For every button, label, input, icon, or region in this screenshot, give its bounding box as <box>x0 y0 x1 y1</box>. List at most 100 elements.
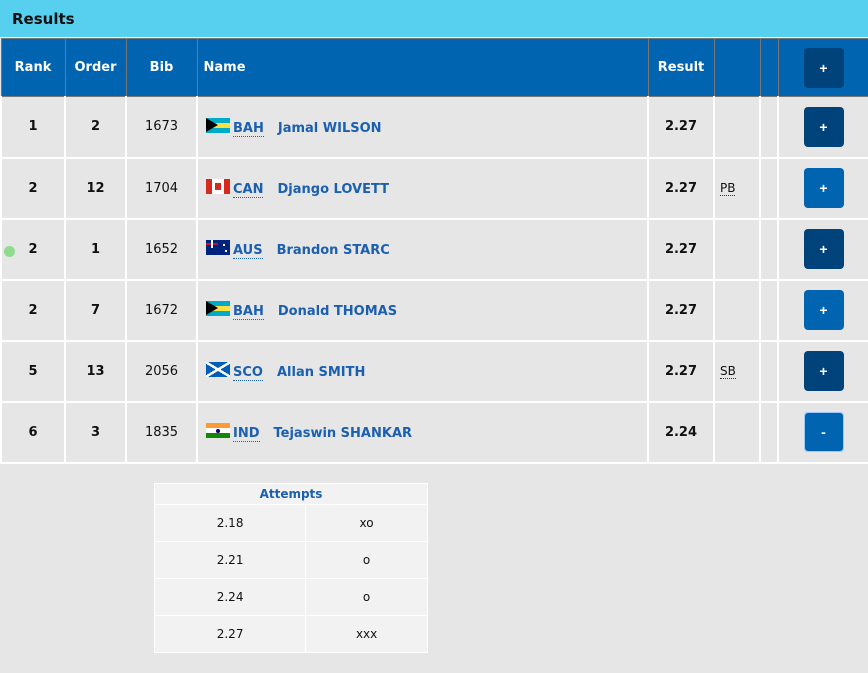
mark-cell <box>713 279 761 342</box>
athlete-name[interactable]: Donald THOMAS <box>277 304 398 319</box>
attempts-table: Attempts 2.18 xo 2.21 o 2.24 o 2.27 xxx <box>153 483 428 653</box>
attempt-height: 2.18 <box>153 504 307 542</box>
results-title: Results <box>0 0 868 38</box>
rank-cell: 2 <box>0 157 66 220</box>
attempt-height: 2.21 <box>153 541 307 579</box>
attempt-height: 2.24 <box>153 578 307 616</box>
header-expand-cell: + <box>777 38 868 97</box>
rank-cell: 1 <box>0 96 66 159</box>
attempt-result: xxx <box>305 615 428 653</box>
expand-all-button[interactable]: + <box>803 47 844 88</box>
record-mark: PB <box>720 180 736 196</box>
bib-cell: 1704 <box>125 157 198 220</box>
order-cell: 7 <box>64 279 127 342</box>
blank-cell <box>759 218 779 281</box>
athlete-name[interactable]: Tejaswin SHANKAR <box>273 426 413 441</box>
mark-cell <box>713 218 761 281</box>
expand-cell: + <box>777 279 868 342</box>
mark-cell <box>713 401 761 464</box>
rank-cell: 2 <box>0 218 66 281</box>
blank-cell <box>759 279 779 342</box>
result-cell: 2.27 <box>647 96 715 159</box>
results-table: Rank Order Bib Name Result + 1 2 1673 BA… <box>0 38 868 464</box>
blank-cell <box>759 340 779 403</box>
expand-button[interactable]: + <box>803 168 844 208</box>
athlete-name[interactable]: Jamal WILSON <box>277 120 382 136</box>
header-name: Name <box>196 38 649 97</box>
athlete-name[interactable]: Allan SMITH <box>276 365 366 380</box>
table-row: 2 12 1704 CAN Django LOVETT 2.27 PB + <box>0 157 868 220</box>
collapse-button[interactable]: - <box>803 412 844 452</box>
mark-cell: PB <box>713 157 761 220</box>
attempts-title: Attempts <box>154 483 428 505</box>
athlete-name[interactable]: Brandon STARC <box>276 243 390 258</box>
order-cell: 3 <box>64 401 127 464</box>
blank-cell <box>759 157 779 220</box>
rank-cell: 5 <box>0 340 66 403</box>
attempt-result: o <box>305 578 428 616</box>
bib-cell: 1652 <box>125 218 198 281</box>
flag-ind-icon <box>206 423 230 438</box>
flag-can-icon <box>206 179 230 194</box>
result-cell: 2.24 <box>647 401 715 464</box>
result-cell: 2.27 <box>647 340 715 403</box>
country-code[interactable]: CAN <box>233 182 264 198</box>
name-cell: IND Tejaswin SHANKAR <box>196 401 649 464</box>
bib-cell: 2056 <box>125 340 198 403</box>
mark-cell: SB <box>713 340 761 403</box>
blank-cell <box>759 401 779 464</box>
rank-cell: 6 <box>0 401 66 464</box>
order-cell: 13 <box>64 340 127 403</box>
country-code[interactable]: SCO <box>233 365 263 381</box>
attempt-row: 2.27 xxx <box>153 615 428 653</box>
header-row: Rank Order Bib Name Result + <box>0 38 868 97</box>
expand-button[interactable]: + <box>803 351 844 391</box>
mark-cell <box>713 96 761 159</box>
attempt-result: xo <box>305 504 428 542</box>
header-result: Result <box>647 38 715 97</box>
name-cell: CAN Django LOVETT <box>196 157 649 220</box>
table-row: 1 2 1673 BAH Jamal WILSON 2.27 + <box>0 96 868 159</box>
country-code[interactable]: BAH <box>233 120 264 137</box>
expand-button[interactable]: + <box>803 290 844 330</box>
table-row: 6 3 1835 IND Tejaswin SHANKAR 2.24 - <box>0 401 868 464</box>
order-cell: 12 <box>64 157 127 220</box>
country-code[interactable]: AUS <box>233 243 263 259</box>
rank-cell: 2 <box>0 279 66 342</box>
table-row: 2 1 1652 AUS Brandon STARC 2.27 + <box>0 218 868 281</box>
bib-cell: 1835 <box>125 401 198 464</box>
header-blank <box>759 38 779 97</box>
flag-sco-icon <box>206 362 230 377</box>
table-row: 5 13 2056 SCO Allan SMITH 2.27 SB + <box>0 340 868 403</box>
expand-button[interactable]: + <box>803 229 844 269</box>
blank-cell <box>759 96 779 159</box>
attempt-row: 2.21 o <box>153 541 428 579</box>
country-code[interactable]: BAH <box>233 304 264 320</box>
header-order: Order <box>64 38 127 97</box>
expand-cell: - <box>777 401 868 464</box>
flag-aus-icon <box>206 240 230 255</box>
attempt-result: o <box>305 541 428 579</box>
expand-cell: + <box>777 157 868 220</box>
flag-bah-icon <box>206 301 230 316</box>
header-bib: Bib <box>125 38 198 97</box>
result-cell: 2.27 <box>647 157 715 220</box>
name-cell: SCO Allan SMITH <box>196 340 649 403</box>
attempt-row: 2.24 o <box>153 578 428 616</box>
name-cell: BAH Jamal WILSON <box>196 96 649 159</box>
result-cell: 2.27 <box>647 218 715 281</box>
order-cell: 2 <box>64 96 127 159</box>
record-mark: SB <box>720 363 736 379</box>
expand-cell: + <box>777 218 868 281</box>
bib-cell: 1673 <box>125 96 198 159</box>
order-cell: 1 <box>64 218 127 281</box>
athlete-name[interactable]: Django LOVETT <box>277 182 390 197</box>
country-code[interactable]: IND <box>233 426 260 442</box>
attempt-height: 2.27 <box>153 615 307 653</box>
header-rank: Rank <box>0 38 66 97</box>
table-row: 2 7 1672 BAH Donald THOMAS 2.27 + <box>0 279 868 342</box>
expand-cell: + <box>777 96 868 159</box>
expand-button[interactable]: + <box>803 106 844 147</box>
header-mark <box>713 38 761 97</box>
result-cell: 2.27 <box>647 279 715 342</box>
